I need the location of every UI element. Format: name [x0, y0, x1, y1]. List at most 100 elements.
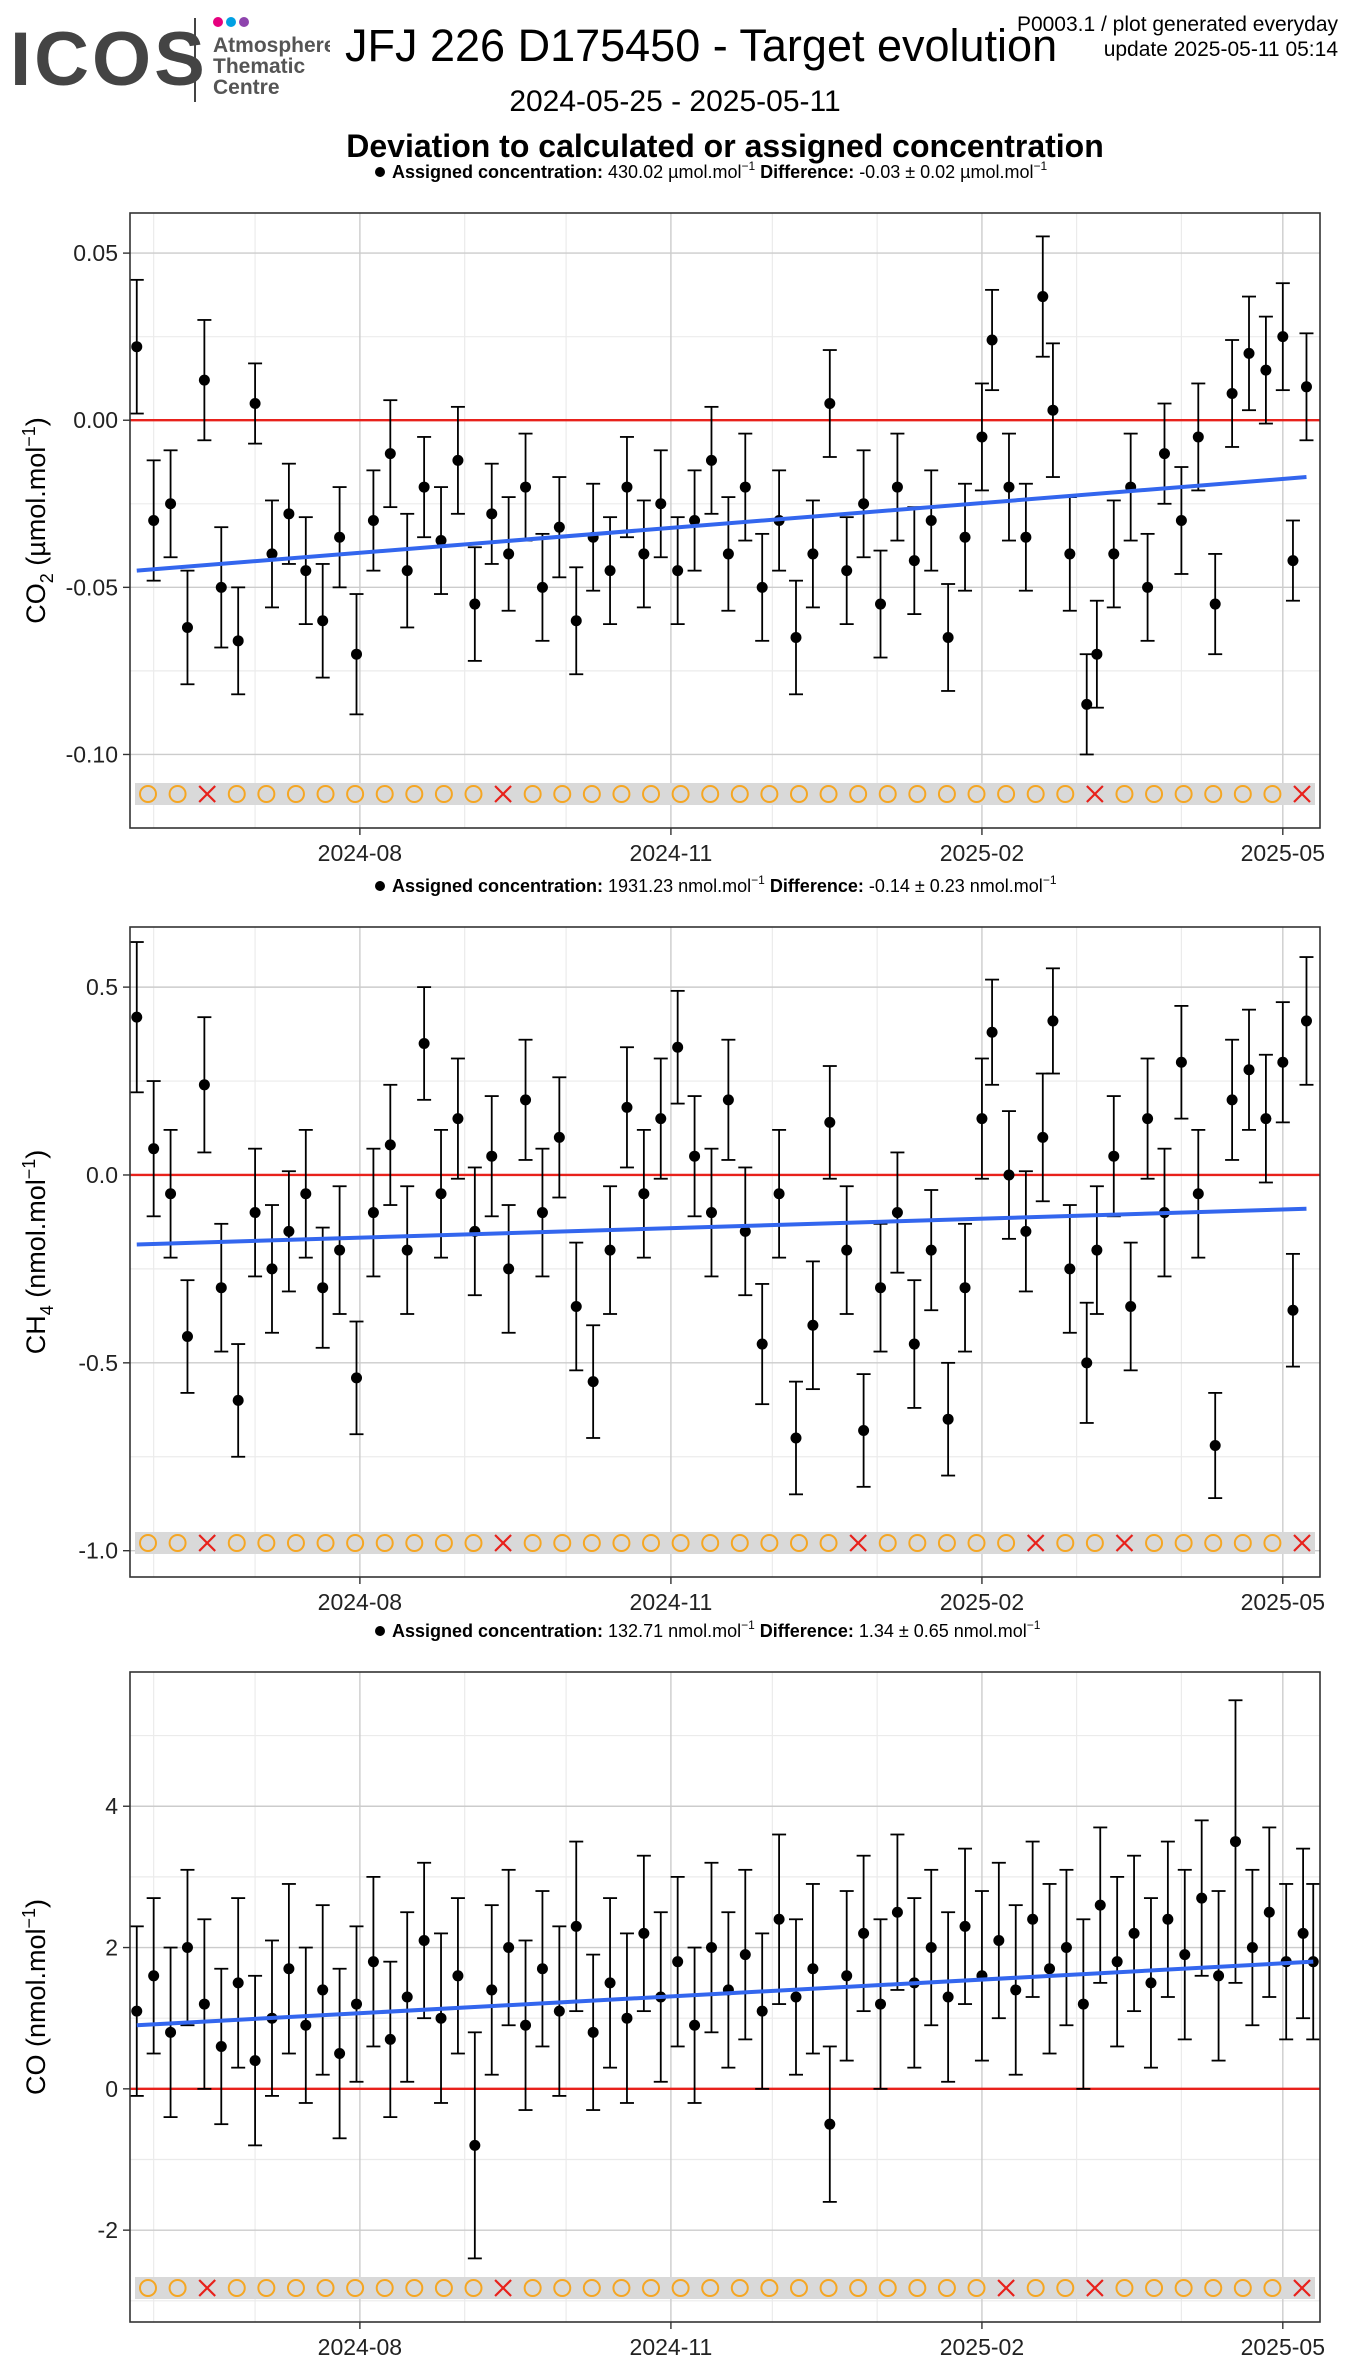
flag-ok-marker	[1145, 1534, 1164, 1552]
data-point	[366, 1147, 381, 1278]
point-marker	[1037, 291, 1049, 303]
point-marker	[1128, 1927, 1140, 1939]
data-series	[129, 941, 1314, 1499]
data-point	[805, 1883, 820, 2055]
point-marker	[1243, 347, 1255, 359]
data-point	[1299, 332, 1314, 442]
data-point	[1225, 339, 1240, 448]
point-marker	[317, 1984, 329, 1996]
data-point	[231, 1897, 246, 2069]
point-marker	[351, 1372, 363, 1384]
point-marker	[401, 1991, 413, 2003]
trend-line	[136, 1206, 1307, 1247]
data-point	[1191, 382, 1206, 492]
flag-ok-marker	[1233, 2279, 1252, 2297]
point-marker	[317, 615, 329, 627]
point-marker	[875, 1998, 887, 2010]
point-marker	[1010, 1984, 1022, 1996]
point-marker	[1246, 1942, 1258, 1954]
point-marker	[976, 1113, 988, 1125]
point-marker	[452, 454, 464, 466]
point-marker	[841, 1244, 853, 1256]
data-point	[1225, 1038, 1240, 1161]
data-point	[1018, 482, 1033, 592]
data-point	[281, 1883, 296, 2055]
point-marker	[891, 481, 903, 493]
point-marker	[925, 1942, 937, 1954]
point-marker	[925, 1244, 937, 1256]
data-point	[248, 362, 263, 445]
data-point	[400, 1185, 415, 1315]
logo-sub-line: Atmosphere	[213, 34, 330, 57]
data-point	[839, 1890, 854, 2062]
data-point	[1143, 1897, 1158, 2069]
flag-bad-stroke	[198, 2279, 216, 2297]
x-tick-label: 2025-05	[1241, 1589, 1325, 1615]
point-marker	[1091, 1244, 1103, 1256]
point-marker	[875, 598, 887, 610]
point-marker	[739, 481, 751, 493]
point-marker	[908, 1338, 920, 1350]
flag-ok-marker	[168, 1534, 187, 1552]
data-point	[636, 1128, 651, 1259]
data-point	[1245, 1868, 1260, 2027]
data-point	[501, 496, 516, 612]
point-marker	[689, 2019, 701, 2031]
flag-ok-marker	[1085, 1534, 1104, 1552]
data-point	[298, 1946, 313, 2104]
flag-ok-marker	[937, 1534, 956, 1552]
data-point	[924, 469, 939, 572]
flag-ok-marker	[701, 785, 720, 803]
point-marker	[689, 1150, 701, 1162]
data-point	[163, 1946, 178, 2119]
data-point	[1228, 1699, 1243, 1984]
data-point	[434, 1932, 449, 2104]
point-marker	[689, 515, 701, 526]
point-marker	[739, 1225, 751, 1237]
data-point	[941, 1911, 956, 2083]
data-point	[670, 516, 685, 626]
data-point	[417, 986, 432, 1101]
flag-ok-marker	[405, 1534, 424, 1552]
point-marker	[503, 548, 515, 560]
data-point	[248, 1147, 263, 1278]
data-point	[907, 1279, 922, 1409]
flag-bad-stroke	[494, 785, 512, 803]
flag-ok-marker	[760, 785, 779, 803]
point-marker	[215, 1282, 227, 1294]
point-marker	[384, 2033, 396, 2045]
point-marker	[942, 631, 954, 643]
point-marker	[148, 515, 160, 526]
point-marker	[283, 508, 295, 520]
data-point	[974, 1057, 989, 1180]
point-marker	[536, 1963, 548, 1975]
plot-background	[130, 1672, 1320, 2322]
point-marker	[986, 334, 998, 346]
data-point	[1140, 532, 1155, 642]
point-marker	[486, 1984, 498, 1996]
data-point	[1275, 1001, 1290, 1124]
data-point	[991, 1861, 1006, 2020]
flag-ok-marker	[1145, 2279, 1164, 2297]
chart-legend: Assigned concentration: 1931.23 nmol.mol…	[375, 873, 1057, 896]
flag-ok-marker	[760, 2279, 779, 2297]
flag-ok-marker	[316, 785, 335, 803]
trend-line	[136, 475, 1307, 573]
data-point	[772, 1128, 787, 1259]
point-marker	[553, 1131, 565, 1143]
data-point	[349, 593, 364, 716]
point-marker	[198, 1998, 210, 2010]
point-marker	[165, 498, 177, 510]
flag-band	[135, 1532, 1315, 1554]
data-point	[1018, 1170, 1033, 1293]
data-point	[603, 1897, 618, 2069]
point-marker	[553, 2005, 565, 2017]
x-tick-label: 2024-08	[318, 2334, 402, 2360]
flag-ok-marker	[967, 1534, 986, 1552]
flag-ok-marker	[464, 2279, 483, 2297]
point-marker	[1081, 698, 1093, 710]
point-marker	[232, 1394, 244, 1406]
flag-bad-stroke	[849, 1534, 867, 1552]
point-marker	[672, 1041, 684, 1053]
logo-dot	[239, 17, 249, 27]
